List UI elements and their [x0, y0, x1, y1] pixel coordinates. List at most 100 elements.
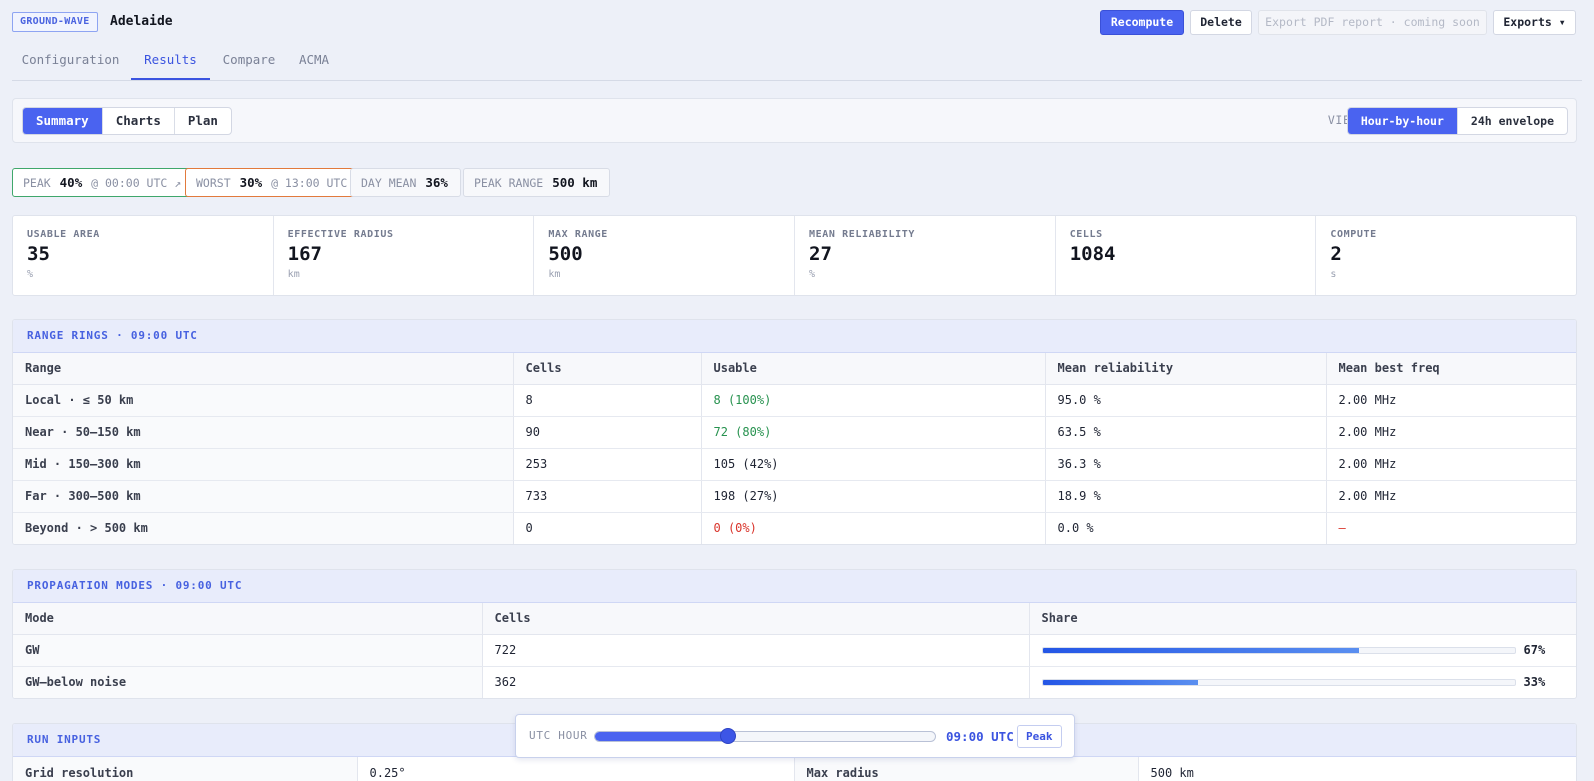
share-cell: 33%: [1028, 666, 1576, 698]
view-summary[interactable]: Summary: [23, 108, 103, 134]
reliability-cell: 0.0 %: [1044, 512, 1327, 544]
worst-time: @ 13:00 UTC: [271, 176, 348, 190]
delete-button[interactable]: Delete: [1190, 10, 1252, 35]
day-mean-pill: DAY MEAN 36%: [350, 168, 461, 197]
range-cell: Far · 300–500 km: [13, 480, 514, 513]
table-row: Local · ≤ 50 km 8 8 (100%) 95.0 % 2.00 M…: [13, 384, 1576, 417]
view-toolbar: Summary Charts Plan VIEW Hour-by-hour 24…: [12, 98, 1577, 143]
freq-cell: —: [1338, 521, 1346, 536]
freq-cell: 2.00 MHz: [1326, 384, 1576, 417]
cells-cell: 8: [513, 384, 702, 417]
cells-cell: 0: [513, 512, 702, 544]
top-bar: GROUND-WAVE Adelaide Recompute Delete Ex…: [12, 10, 1582, 35]
share-bar: [1041, 679, 1516, 687]
freq-cell: 2.00 MHz: [1326, 448, 1576, 481]
peak-range-value: 500 km: [552, 175, 598, 190]
exports-dropdown[interactable]: Exports ▾: [1493, 10, 1576, 35]
column-header[interactable]: Range: [13, 353, 514, 385]
day-mean-label: DAY MEAN: [361, 176, 417, 190]
column-header[interactable]: Usable: [700, 353, 1046, 385]
view-plan[interactable]: Plan: [187, 113, 218, 128]
mode-cell: GW–below noise: [13, 666, 483, 698]
reliability-cell: 18.9 %: [1044, 480, 1327, 513]
tab-results[interactable]: Results: [131, 44, 210, 80]
utc-hour-slider-panel: UTC HOUR 09:00 UTC Peak: [515, 714, 1075, 758]
share-bar-fill: [1042, 680, 1199, 686]
stat-usable-area: USABLE AREA 35 %: [13, 216, 274, 295]
range-rings-card: RANGE RINGS · 09:00 UTC Range Cells Usab…: [12, 319, 1577, 545]
usable-cell: 105 (42%): [700, 448, 1046, 481]
main-tabs: Configuration Results Compare ACMA: [12, 44, 1582, 81]
column-header[interactable]: Mean best freq: [1326, 353, 1576, 385]
share-bar: [1041, 647, 1516, 654]
propagation-modes-table: Mode Cells Share GW 722 67% GW–below noi…: [13, 603, 1576, 698]
peak-label: PEAK: [23, 176, 51, 190]
propagation-modes-title: PROPAGATION MODES · 09:00 UTC: [13, 570, 1576, 603]
worst-value: 30%: [239, 175, 263, 190]
share-cell: 67%: [1028, 634, 1576, 667]
tab-acma[interactable]: ACMA: [298, 52, 330, 67]
share-percent: 33%: [1523, 674, 1546, 689]
input-value: 500 km: [1150, 766, 1194, 780]
cells-cell: 722: [482, 634, 1030, 667]
range-cell: Mid · 150–300 km: [13, 448, 514, 481]
slider-thumb[interactable]: [719, 728, 736, 744]
view-switcher: Summary Charts Plan: [22, 107, 232, 135]
column-header[interactable]: Cells: [513, 353, 702, 385]
column-header[interactable]: Share: [1028, 603, 1576, 635]
table-row: Beyond · > 500 km 0 0 (0%) 0.0 % —: [13, 512, 1576, 544]
analysis-kind-badge: GROUND-WAVE: [12, 12, 98, 32]
share-bar-fill: [1042, 648, 1359, 653]
worst-label: WORST: [196, 176, 231, 190]
cells-cell: 90: [513, 416, 702, 449]
mode-cell: GW: [13, 634, 483, 667]
range-cell: Local · ≤ 50 km: [13, 384, 514, 417]
range-rings-table: Range Cells Usable Mean reliability Mean…: [13, 353, 1576, 544]
table-header-row: Mode Cells Share: [13, 603, 1576, 635]
station-title: Adelaide: [110, 14, 173, 29]
usable-cell: 8 (100%): [700, 384, 1046, 417]
column-header[interactable]: Mean reliability: [1044, 353, 1327, 385]
table-row: Mid · 150–300 km 253 105 (42%) 36.3 % 2.…: [13, 448, 1576, 481]
propagation-modes-card: PROPAGATION MODES · 09:00 UTC Mode Cells…: [12, 569, 1577, 699]
usable-cell: 198 (27%): [700, 480, 1046, 513]
jump-to-peak-button[interactable]: Peak: [1017, 725, 1062, 748]
reliability-cell: 63.5 %: [1044, 416, 1327, 449]
table-row: GW–below noise 362 33%: [13, 666, 1576, 698]
mode-hour-by-hour[interactable]: Hour-by-hour: [1347, 108, 1458, 134]
usable-cell: 72 (80%): [700, 416, 1046, 449]
slider-fill: [595, 732, 729, 741]
peak-pill[interactable]: PEAK 40% @ 00:00 UTC ↗: [12, 168, 193, 197]
view-charts[interactable]: Charts: [103, 108, 175, 134]
range-cell: Beyond · > 500 km: [13, 512, 514, 544]
stat-mean-reliability: MEAN RELIABILITY 27 %: [795, 216, 1056, 295]
column-header[interactable]: Cells: [482, 603, 1030, 635]
worst-pill[interactable]: WORST 30% @ 13:00 UTC: [185, 168, 359, 197]
table-row: GW 722 67%: [13, 634, 1576, 667]
stat-effective-radius: EFFECTIVE RADIUS 167 km: [274, 216, 535, 295]
table-row: Far · 300–500 km 733 198 (27%) 18.9 % 2.…: [13, 480, 1576, 513]
tab-configuration[interactable]: Configuration: [21, 52, 120, 67]
run-inputs-table: Grid resolution 0.25° Max radius 500 km: [13, 757, 1576, 781]
peak-time: @ 00:00 UTC ↗: [91, 176, 182, 190]
stat-compute: COMPUTE 2 s: [1330, 229, 1377, 280]
time-mode-switcher: Hour-by-hour 24h envelope: [1346, 107, 1568, 135]
freq-cell: 2.00 MHz: [1326, 416, 1576, 449]
share-percent: 67%: [1523, 642, 1546, 657]
table-row: Near · 50–150 km 90 72 (80%) 63.5 % 2.00…: [13, 416, 1576, 449]
tab-compare[interactable]: Compare: [222, 52, 276, 67]
input-value: 0.25°: [357, 757, 795, 781]
stat-max-range: MAX RANGE 500 km: [534, 216, 796, 295]
stats-strip: USABLE AREA 35 % EFFECTIVE RADIUS 167 km…: [12, 215, 1577, 296]
stat-cells: CELLS 1084: [1056, 216, 1317, 295]
freq-cell: 2.00 MHz: [1326, 480, 1576, 513]
peak-range-pill: PEAK RANGE 500 km: [463, 168, 611, 197]
mode-24h-envelope[interactable]: 24h envelope: [1470, 114, 1554, 128]
column-header[interactable]: Mode: [13, 603, 483, 635]
utc-hour-slider[interactable]: [594, 731, 936, 742]
cells-cell: 733: [513, 480, 702, 513]
usable-cell: 0 (0%): [700, 512, 1046, 544]
day-mean-value: 36%: [425, 175, 448, 190]
recompute-button[interactable]: Recompute: [1100, 10, 1184, 35]
range-cell: Near · 50–150 km: [13, 416, 514, 449]
